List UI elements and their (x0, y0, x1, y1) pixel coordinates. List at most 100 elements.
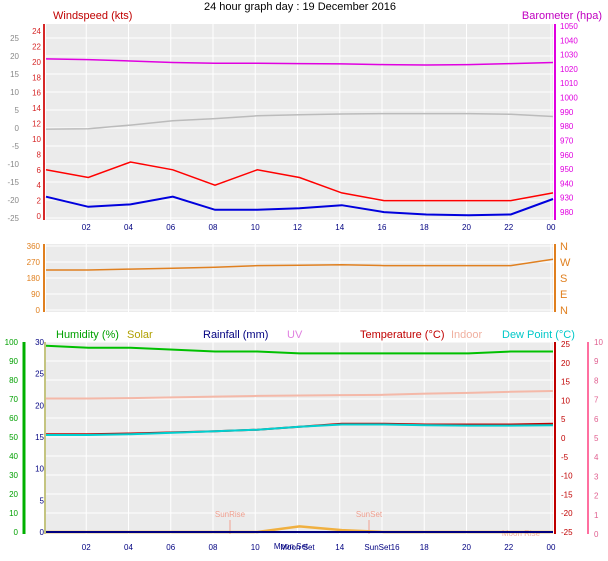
indoor-label: Indoor (451, 329, 483, 341)
barometer-tick-label: 1040 (560, 36, 578, 45)
uv-tick-label: 7 (594, 396, 599, 405)
windspeed-tick-label: 22 (32, 42, 41, 51)
rainfall-tick-label: 0 (40, 528, 45, 537)
x-tick-label: 00 (547, 543, 556, 552)
humidity-axis-label: Humidity (%) (56, 329, 119, 341)
rainfall-tick-label: 25 (35, 370, 44, 379)
direction-tick-label: 90 (31, 290, 40, 299)
series-line (45, 58, 554, 66)
event-marker-label: SunSet (356, 510, 383, 519)
direction-tick-label: 0 (36, 306, 41, 315)
temperature-tick-label: -25 (561, 528, 573, 537)
barometer-tick-label: 940 (560, 179, 574, 188)
windspeed-tick-label: 20 (32, 58, 41, 67)
humidity-tick-label: 0 (14, 528, 19, 537)
outer-left-tick-label: 15 (10, 70, 19, 79)
rainfall-axis-label: Rainfall (mm) (203, 329, 268, 341)
humidity-tick-label: 70 (9, 395, 18, 404)
temperature-axis-label: Temperature (°C) (360, 329, 444, 341)
barometer-tick-label: 1010 (560, 79, 578, 88)
uv-tick-label: 10 (594, 338, 603, 347)
windspeed-tick-label: 12 (32, 120, 41, 129)
plot-area (46, 342, 553, 534)
barometer-tick-label: 1050 (560, 22, 578, 31)
series-line (45, 344, 553, 355)
outer-left-tick-label: -20 (7, 196, 19, 205)
x-tick-label: 22 (504, 223, 513, 232)
series-line (46, 390, 554, 400)
outer-left-tick-label: 10 (10, 88, 19, 97)
barometer-tick-label: 930 (560, 194, 574, 203)
x-tick-label: 12 (293, 223, 302, 232)
temperature-tick-label: -10 (561, 472, 573, 481)
temperature-tick-label: 5 (561, 415, 566, 424)
direction-tick-label: 180 (27, 274, 41, 283)
humidity-tick-label: 20 (9, 490, 18, 499)
temperature-tick-label: -20 (561, 509, 573, 518)
uv-tick-label: 2 (594, 492, 599, 501)
rainfall-tick-label: 15 (35, 433, 44, 442)
direction-tick-label: 360 (27, 242, 41, 251)
uv-tick-label: 9 (594, 357, 599, 366)
temperature-tick-label: 20 (561, 359, 570, 368)
x-tick-label: 20 (462, 223, 471, 232)
temperature-tick-label: 10 (561, 396, 570, 405)
outer-left-tick-label: -10 (7, 160, 19, 169)
dewpoint-axis-label: Dew Point (°C) (502, 329, 575, 341)
humidity-tick-label: 50 (9, 433, 18, 442)
windspeed-tick-label: 18 (32, 73, 41, 82)
x-tick-label: 06 (166, 543, 175, 552)
event-marker-label: SunRise (215, 510, 246, 519)
uv-tick-label: 8 (594, 376, 599, 385)
barometer-tick-label: 980 (560, 122, 574, 131)
rainfall-tick-label: 20 (35, 401, 44, 410)
windspeed-tick-label: 14 (32, 104, 41, 113)
x-tick-label: 18 (420, 543, 429, 552)
series-line (45, 195, 554, 217)
uv-tick-label: 3 (594, 472, 599, 481)
humidity-tick-label: 100 (5, 338, 19, 347)
humidity-tick-label: 40 (9, 452, 18, 461)
humidity-tick-label: 90 (9, 357, 18, 366)
x-tick-label: 00 (547, 223, 556, 232)
event-marker-label: Moon Rise (502, 529, 541, 538)
temperature-tick-label: 15 (561, 378, 570, 387)
barometer-tick-label: 1000 (560, 94, 578, 103)
uv-label: UV (287, 329, 303, 341)
outer-left-tick-label: 0 (15, 124, 20, 133)
axes: 2520151050-5-10-15-20-252422201816141210… (7, 22, 578, 232)
humidity-tick-label: 60 (9, 414, 18, 423)
outer-left-tick-label: -5 (12, 142, 20, 151)
temperature-tick-label: -5 (561, 453, 569, 462)
outer-left-tick-label: -15 (7, 178, 19, 187)
humidity-tick-label: 30 (9, 471, 18, 480)
x-tick-label: 06 (166, 223, 175, 232)
event-marker-label: Moon Set (274, 542, 309, 551)
x-tick-label: 14 (335, 543, 344, 552)
series-layer (45, 58, 554, 217)
x-tick-label: 22 (504, 543, 513, 552)
barometer-tick-label: 950 (560, 165, 574, 174)
x-tick-label: 10 (251, 543, 260, 552)
windspeed-tick-label: 0 (37, 212, 42, 221)
solar-label: Solar (127, 329, 153, 341)
plot-area (46, 24, 553, 220)
uv-tick-label: 1 (594, 511, 599, 520)
x-tick-label: 10 (251, 223, 260, 232)
compass-tick-label: N (560, 241, 568, 253)
temperature-humidity-panel: 1009080706050403020100302520151050252015… (5, 329, 604, 552)
x-tick-label: 04 (124, 543, 133, 552)
uv-tick-label: 0 (594, 530, 599, 539)
x-tick-label: 08 (209, 543, 218, 552)
x-tick-label: Moon Set (280, 543, 315, 552)
x-tick-label: 02 (82, 223, 91, 232)
outer-left-tick-label: -25 (7, 214, 19, 223)
rainfall-tick-label: 30 (35, 338, 44, 347)
barometer-tick-label: 970 (560, 136, 574, 145)
x-tick-label: 08 (209, 223, 218, 232)
grid (46, 244, 553, 312)
temperature-tick-label: 0 (561, 434, 566, 443)
x-tick-label: SunSet16 (364, 543, 400, 552)
windspeed-tick-label: 6 (37, 166, 42, 175)
